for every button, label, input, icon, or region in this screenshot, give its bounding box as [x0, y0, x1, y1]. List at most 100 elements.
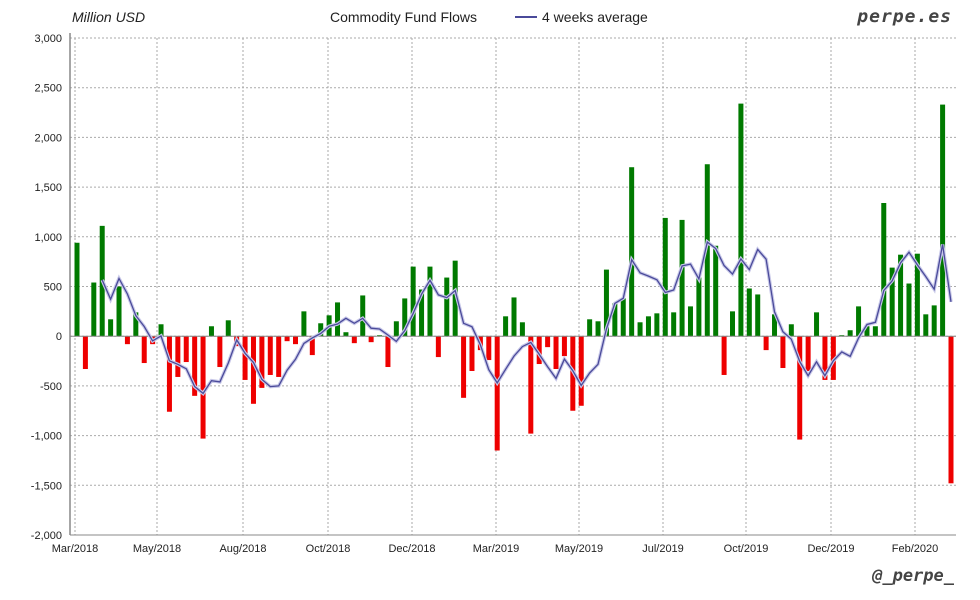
bar — [687, 306, 693, 337]
bar — [250, 336, 256, 404]
legend-label: 4 weeks average — [542, 9, 648, 25]
bar — [419, 289, 425, 337]
bar — [486, 336, 492, 361]
bar — [217, 336, 223, 368]
y-tick-label: 2,500 — [34, 83, 62, 95]
y-axis-label: Million USD — [72, 9, 146, 25]
bar — [730, 311, 735, 337]
x-tick-label: Aug/2018 — [219, 543, 266, 555]
bar — [847, 330, 853, 337]
bar — [637, 322, 643, 337]
bar — [393, 321, 399, 337]
bar — [889, 267, 895, 337]
bar — [696, 277, 702, 337]
bar — [561, 336, 567, 357]
bar — [427, 266, 433, 337]
y-tick-label: 1,000 — [34, 232, 62, 244]
bar — [360, 295, 366, 337]
bar — [108, 319, 114, 337]
bar — [738, 103, 744, 337]
bar — [435, 336, 441, 358]
bar — [629, 167, 635, 337]
y-tick-label: 0 — [56, 331, 62, 343]
bar — [536, 336, 542, 365]
average-line-halo — [100, 238, 953, 396]
bar — [200, 336, 206, 439]
bar — [309, 336, 315, 356]
bar — [746, 288, 752, 337]
bar — [301, 311, 307, 337]
y-tick-label: -1,500 — [31, 480, 62, 492]
bar — [545, 336, 551, 348]
bar — [133, 312, 139, 337]
y-tick-label: -500 — [40, 381, 62, 393]
x-tick-label: Dec/2019 — [807, 543, 854, 555]
bar — [704, 164, 710, 337]
bar — [679, 219, 685, 337]
bar — [856, 306, 862, 337]
bar — [259, 336, 265, 388]
bar — [175, 336, 181, 377]
bar — [318, 323, 324, 337]
brand-logo: perpe.es — [857, 6, 952, 27]
bar — [410, 266, 416, 337]
bar — [814, 312, 820, 337]
y-tick-label: -2,000 — [31, 530, 62, 542]
bar — [772, 314, 778, 337]
bar — [940, 104, 946, 337]
bar — [662, 217, 668, 337]
y-tick-label: 1,500 — [34, 182, 62, 194]
bar — [645, 316, 651, 337]
bar — [872, 326, 878, 337]
y-tick-label: 2,000 — [34, 132, 62, 144]
x-tick-label: Oct/2019 — [724, 543, 769, 555]
y-tick-label: 500 — [44, 282, 62, 294]
bar — [461, 336, 467, 398]
bar — [276, 336, 282, 377]
bar — [192, 336, 198, 396]
bar — [368, 336, 374, 343]
bar — [208, 326, 214, 337]
bar — [721, 336, 727, 375]
bar — [452, 260, 458, 337]
bar — [351, 336, 357, 344]
bar — [335, 302, 341, 337]
bar — [82, 336, 88, 370]
bar — [788, 324, 794, 337]
bar — [780, 336, 786, 369]
bar — [158, 324, 164, 337]
bar — [805, 336, 811, 371]
bar — [612, 303, 618, 337]
bar — [654, 313, 660, 337]
bar — [914, 253, 920, 337]
x-tick-label: Mar/2018 — [52, 543, 98, 555]
bar — [755, 294, 761, 337]
bar — [528, 336, 534, 434]
bar — [116, 286, 122, 337]
bar — [797, 336, 803, 440]
bar — [141, 336, 147, 364]
x-tick-label: Mar/2019 — [473, 543, 519, 555]
bar — [242, 336, 248, 380]
bar — [124, 336, 130, 345]
average-line — [101, 240, 952, 395]
x-tick-label: Dec/2018 — [388, 543, 435, 555]
y-tick-label: -1,000 — [31, 431, 62, 443]
bar — [898, 254, 904, 337]
bar — [713, 245, 719, 337]
bar — [503, 316, 509, 337]
bar — [553, 336, 559, 370]
bar — [166, 336, 172, 412]
bar — [343, 332, 349, 337]
bar — [402, 298, 408, 337]
legend-swatch — [515, 16, 537, 18]
bar — [906, 283, 912, 337]
bar — [620, 298, 626, 337]
x-tick-label: Feb/2020 — [892, 543, 938, 555]
bar — [603, 269, 609, 337]
bar — [284, 336, 290, 342]
x-tick-label: May/2019 — [555, 543, 603, 555]
bar — [444, 277, 450, 337]
